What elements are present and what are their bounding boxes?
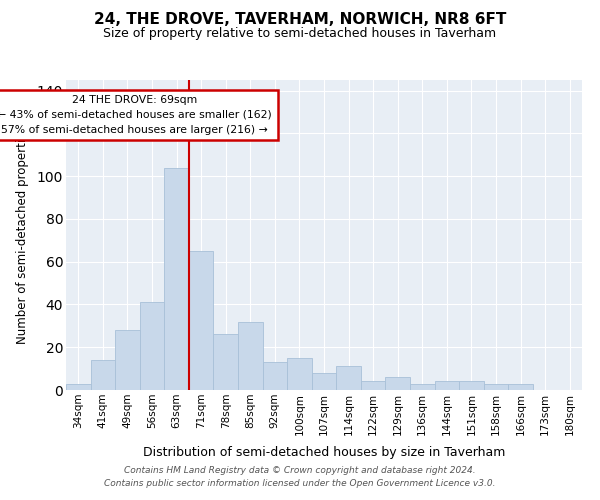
Bar [312,373,336,390]
Bar [484,384,508,390]
Bar [508,384,533,390]
Bar [385,377,410,390]
Bar [410,384,434,390]
Bar [214,334,238,390]
Bar [189,251,214,390]
Bar [263,362,287,390]
Bar [66,384,91,390]
Bar [336,366,361,390]
Bar [91,360,115,390]
Text: 24 THE DROVE: 69sqm
← 43% of semi-detached houses are smaller (162)
57% of semi-: 24 THE DROVE: 69sqm ← 43% of semi-detach… [0,95,272,134]
Text: Size of property relative to semi-detached houses in Taverham: Size of property relative to semi-detach… [103,28,497,40]
Bar [140,302,164,390]
Bar [459,382,484,390]
Text: Contains HM Land Registry data © Crown copyright and database right 2024.
Contai: Contains HM Land Registry data © Crown c… [104,466,496,487]
Text: 24, THE DROVE, TAVERHAM, NORWICH, NR8 6FT: 24, THE DROVE, TAVERHAM, NORWICH, NR8 6F… [94,12,506,28]
Bar [434,382,459,390]
X-axis label: Distribution of semi-detached houses by size in Taverham: Distribution of semi-detached houses by … [143,446,505,459]
Bar [164,168,189,390]
Bar [287,358,312,390]
Y-axis label: Number of semi-detached properties: Number of semi-detached properties [16,126,29,344]
Bar [238,322,263,390]
Bar [361,382,385,390]
Bar [115,330,140,390]
